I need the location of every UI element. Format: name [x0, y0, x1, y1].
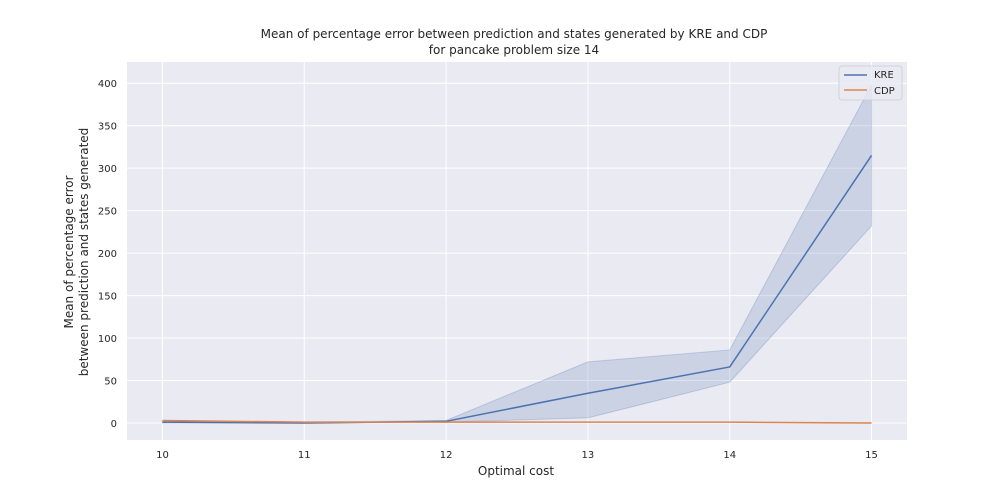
x-tick-label: 15	[865, 450, 878, 461]
y-axis-label-line-2: between prediction and states generated	[77, 128, 91, 377]
legend-cdp-label: CDP	[874, 86, 895, 97]
chart-title-line-1: Mean of percentage error between predict…	[261, 27, 768, 41]
legend-kre-label: KRE	[874, 70, 894, 81]
y-tick-label: 350	[98, 122, 117, 133]
plot-background	[127, 62, 907, 440]
y-tick-label: 100	[98, 334, 117, 345]
y-tick-label: 400	[98, 79, 117, 90]
kre-line	[162, 155, 873, 424]
series-lines	[162, 155, 873, 424]
x-tick-label: 10	[156, 450, 169, 461]
y-axis-label-line-1: Mean of percentage error	[62, 175, 76, 328]
y-tick-label: 300	[98, 164, 117, 175]
x-tick-label: 14	[723, 450, 736, 461]
legend: KRE CDP	[838, 65, 903, 101]
y-tick-label: 50	[104, 377, 117, 388]
y-tick-label: 200	[98, 249, 117, 260]
x-axis-label: Optimal cost	[478, 464, 554, 478]
x-tick-label: 13	[582, 450, 595, 461]
cdp-line	[162, 419, 872, 424]
x-tick-label: 12	[440, 450, 453, 461]
x-tick-label: 11	[298, 450, 311, 461]
y-tick-label: 250	[98, 207, 117, 218]
chart-title-line-2: for pancake problem size 14	[429, 43, 599, 57]
y-tick-label: 0	[111, 419, 117, 430]
y-tick-label: 150	[98, 292, 117, 303]
